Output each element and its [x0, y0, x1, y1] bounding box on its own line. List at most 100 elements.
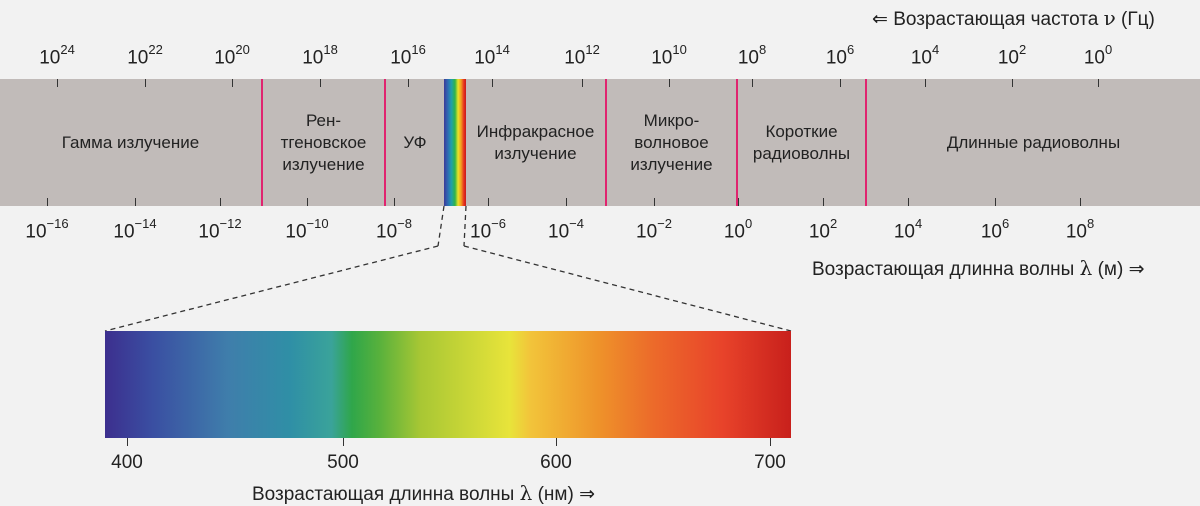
zoom-tick-label-400: 400: [111, 452, 143, 473]
wavelength-tick-exponent: −4: [569, 216, 584, 231]
wavelength-axis-label-unit: (м) ⇒: [1092, 259, 1145, 280]
zoom-tick-label-500: 500: [327, 452, 359, 473]
region-microwave: Микро- волновое излучение: [630, 110, 713, 174]
wavelength-tick-base: 10: [285, 221, 307, 243]
frequency-axis-label-unit: (Гц): [1115, 9, 1155, 30]
frequency-tick-mark: [145, 79, 146, 87]
zoom-axis-label-unit: (нм) ⇒: [532, 484, 595, 505]
lambda-symbol: λ: [1079, 256, 1093, 280]
boundary-xray-uv: [384, 79, 386, 206]
frequency-tick-mark: [57, 79, 58, 87]
frequency-tick-label: 102: [997, 42, 1026, 69]
frequency-tick-exponent: 4: [931, 42, 940, 57]
frequency-tick-base: 10: [910, 47, 932, 69]
wavelength-tick-exponent: −10: [306, 216, 329, 231]
wavelength-tick-label: 10−16: [25, 216, 68, 243]
spectrum-band: [0, 79, 1200, 206]
frequency-tick-label: 100: [1084, 42, 1112, 69]
wavelength-tick-label: 10−4: [548, 216, 584, 243]
wavelength-tick-mark: [394, 198, 395, 206]
wavelength-tick-base: 10: [470, 221, 492, 243]
frequency-tick-base: 10: [302, 47, 324, 69]
frequency-tick-base: 10: [390, 47, 412, 69]
frequency-tick-mark: [492, 79, 493, 87]
frequency-tick-mark: [582, 79, 583, 87]
boundary-microwave-shortradio: [736, 79, 738, 206]
region-short-radio: Короткие радиоволны: [752, 121, 851, 163]
wavelength-tick-exponent: −2: [657, 216, 672, 231]
wavelength-tick-base: 10: [25, 221, 47, 243]
wavelength-tick-label: 104: [893, 216, 923, 243]
wavelength-tick-exponent: −14: [134, 216, 157, 231]
zoom-tick-label-600: 600: [540, 452, 572, 473]
wavelength-axis-label-prefix: Возрастающая длинна волны: [812, 259, 1080, 280]
frequency-tick-exponent: 22: [148, 42, 163, 57]
wavelength-tick-base: 10: [636, 221, 658, 243]
wavelength-tick-exponent: 2: [829, 216, 838, 231]
wavelength-tick-label: 100: [724, 216, 753, 243]
wavelength-tick-exponent: 8: [1086, 216, 1095, 231]
frequency-tick-base: 10: [825, 47, 847, 69]
frequency-tick-exponent: 8: [758, 42, 767, 57]
wavelength-tick-base: 10: [376, 221, 398, 243]
wavelength-tick-base: 10: [198, 221, 220, 243]
wavelength-tick-base: 10: [548, 221, 570, 243]
region-infrared: Инфракрасное излучение: [476, 121, 595, 163]
region-uv: УФ: [403, 132, 427, 152]
wavelength-tick-base: 10: [808, 221, 830, 243]
frequency-tick-exponent: 14: [495, 42, 510, 57]
wavelength-tick-exponent: −6: [491, 216, 506, 231]
wavelength-tick-mark: [488, 198, 489, 206]
wavelength-tick-mark: [135, 198, 136, 206]
region-gamma: Гамма излучение: [61, 132, 200, 152]
frequency-tick-label: 1020: [214, 42, 250, 69]
visible-spectrum-strip: [444, 79, 466, 206]
wavelength-tick-exponent: 4: [914, 216, 923, 231]
wavelength-tick-label: 10−6: [470, 216, 506, 243]
wavelength-tick-mark: [654, 198, 655, 206]
frequency-tick-mark: [840, 79, 841, 87]
zoom-axis-label: Возрастающая длинна волны λ (нм) ⇒: [252, 481, 595, 506]
zoom-tick-500: [343, 438, 344, 446]
frequency-tick-label: 1024: [39, 42, 75, 69]
wavelength-tick-base: 10: [113, 221, 135, 243]
wavelength-tick-exponent: 0: [744, 216, 753, 231]
zoom-tick-400: [127, 438, 128, 446]
frequency-tick-exponent: 12: [585, 42, 600, 57]
frequency-tick-exponent: 24: [60, 42, 75, 57]
frequency-tick-mark: [1012, 79, 1013, 87]
frequency-tick-mark: [925, 79, 926, 87]
boundary-gamma-xray: [261, 79, 263, 206]
wavelength-tick-base: 10: [980, 221, 1002, 243]
frequency-tick-label: 1014: [474, 42, 510, 69]
frequency-tick-mark: [752, 79, 753, 87]
wavelength-tick-label: 106: [980, 216, 1010, 243]
frequency-tick-base: 10: [651, 47, 673, 69]
frequency-tick-label: 1012: [564, 42, 600, 69]
frequency-tick-base: 10: [214, 47, 236, 69]
wavelength-tick-mark: [995, 198, 996, 206]
wavelength-tick-label: 10−10: [285, 216, 329, 243]
wavelength-tick-mark: [307, 198, 308, 206]
region-xray: Рен- тгеновское излучение: [280, 110, 367, 174]
wavelength-tick-exponent: 6: [1001, 216, 1010, 231]
frequency-tick-label: 1016: [390, 42, 426, 69]
frequency-axis-label: ⇐ Возрастающая частота ν (Гц): [872, 6, 1155, 31]
frequency-tick-exponent: 18: [323, 42, 338, 57]
zoom-lambda-symbol: λ: [519, 481, 533, 505]
wavelength-tick-base: 10: [893, 221, 915, 243]
frequency-tick-base: 10: [474, 47, 496, 69]
boundary-ir-microwave: [605, 79, 607, 206]
wavelength-tick-exponent: −8: [397, 216, 412, 231]
frequency-tick-mark: [669, 79, 670, 87]
frequency-tick-base: 10: [997, 47, 1019, 69]
frequency-tick-base: 10: [39, 47, 61, 69]
frequency-tick-label: 1010: [651, 42, 687, 69]
zoom-line-left: [104, 245, 439, 332]
frequency-tick-base: 10: [737, 47, 759, 69]
zoom-line-right-short: [463, 205, 467, 247]
wavelength-tick-label: 10−14: [113, 216, 157, 243]
wavelength-tick-label: 10−2: [636, 216, 672, 243]
frequency-tick-label: 108: [737, 42, 767, 69]
frequency-tick-exponent: 20: [235, 42, 250, 57]
